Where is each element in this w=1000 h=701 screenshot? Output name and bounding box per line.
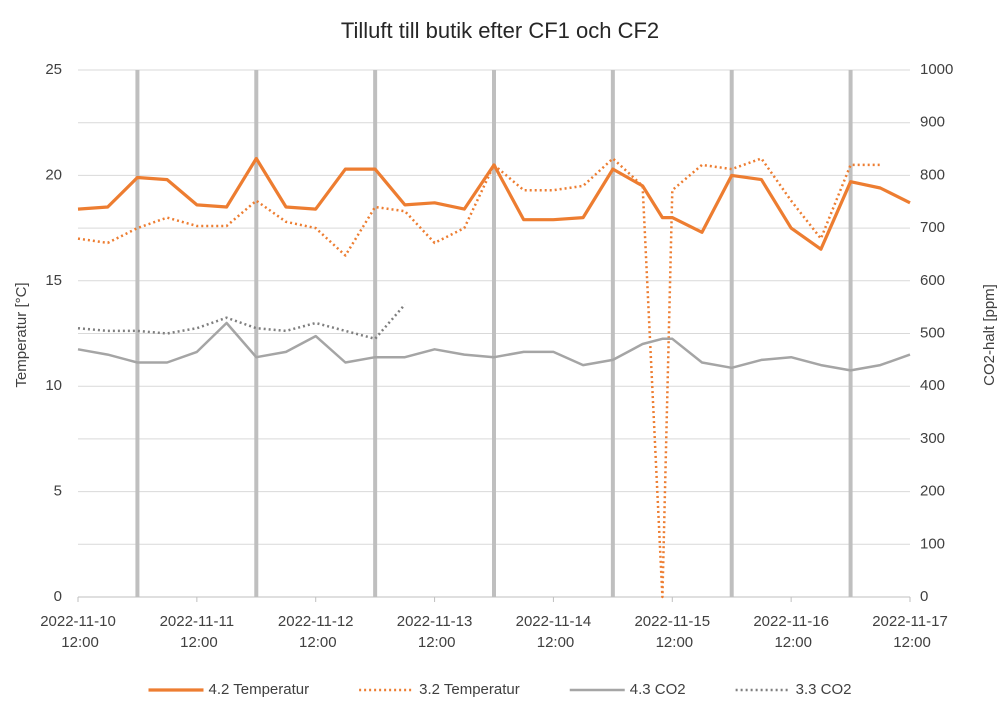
y2-axis-label: CO2-halt [ppm] bbox=[981, 284, 998, 386]
y2-tick-label: 0 bbox=[920, 588, 928, 605]
y2-tick-label: 800 bbox=[920, 166, 945, 183]
y-tick-label: 0 bbox=[54, 588, 62, 605]
series-line bbox=[77, 303, 406, 341]
y-tick-label: 15 bbox=[45, 272, 62, 289]
y-tick-label: 20 bbox=[45, 166, 62, 183]
chart-title: Tilluft till butik efter CF1 och CF2 bbox=[341, 18, 659, 43]
x-tick-label: 2022-11-12 12:00 bbox=[278, 613, 354, 651]
series-line bbox=[77, 157, 881, 599]
series-line bbox=[77, 156, 911, 251]
y2-tick-label: 500 bbox=[920, 324, 945, 341]
x-tick-label: 2022-11-14 12:00 bbox=[516, 613, 592, 651]
legend: 4.2 Temperatur 3.2 Temperatur 4.3 CO2 3.3 C… bbox=[148, 681, 852, 698]
y-tick-label: 10 bbox=[45, 377, 62, 394]
legend-label: 4.2 Temperatur bbox=[209, 681, 310, 698]
y2-tick-label: 300 bbox=[920, 430, 945, 447]
y2-tick-label: 100 bbox=[920, 535, 945, 552]
x-tick-label: 2022-11-11 12:00 bbox=[160, 613, 235, 651]
legend-label: 4.3 CO2 bbox=[630, 681, 686, 698]
y2-tick-label: 700 bbox=[920, 219, 945, 236]
y2-tick-label: 1000 bbox=[920, 61, 953, 78]
y-axis-label: Temperatur [°C] bbox=[13, 282, 30, 387]
y2-tick-label: 600 bbox=[920, 272, 945, 289]
y2-tick-label: 900 bbox=[920, 114, 945, 131]
x-tick-label: 2022-11-15 12:00 bbox=[634, 613, 710, 651]
series-line bbox=[77, 321, 911, 372]
x-tick-label: 2022-11-10 12:00 bbox=[40, 613, 116, 651]
y2-tick-label: 200 bbox=[920, 483, 945, 500]
legend-label: 3.3 CO2 bbox=[796, 681, 852, 698]
x-tick-label: 2022-11-16 12:00 bbox=[753, 613, 829, 651]
y-tick-label: 25 bbox=[45, 61, 62, 78]
y-tick-label: 5 bbox=[54, 483, 62, 500]
x-tick-label: 2022-11-13 12:00 bbox=[397, 613, 473, 651]
x-tick-label: 2022-11-17 12:00 bbox=[872, 613, 948, 651]
legend-label: 3.2 Temperatur bbox=[419, 681, 520, 698]
y2-tick-label: 400 bbox=[920, 377, 945, 394]
